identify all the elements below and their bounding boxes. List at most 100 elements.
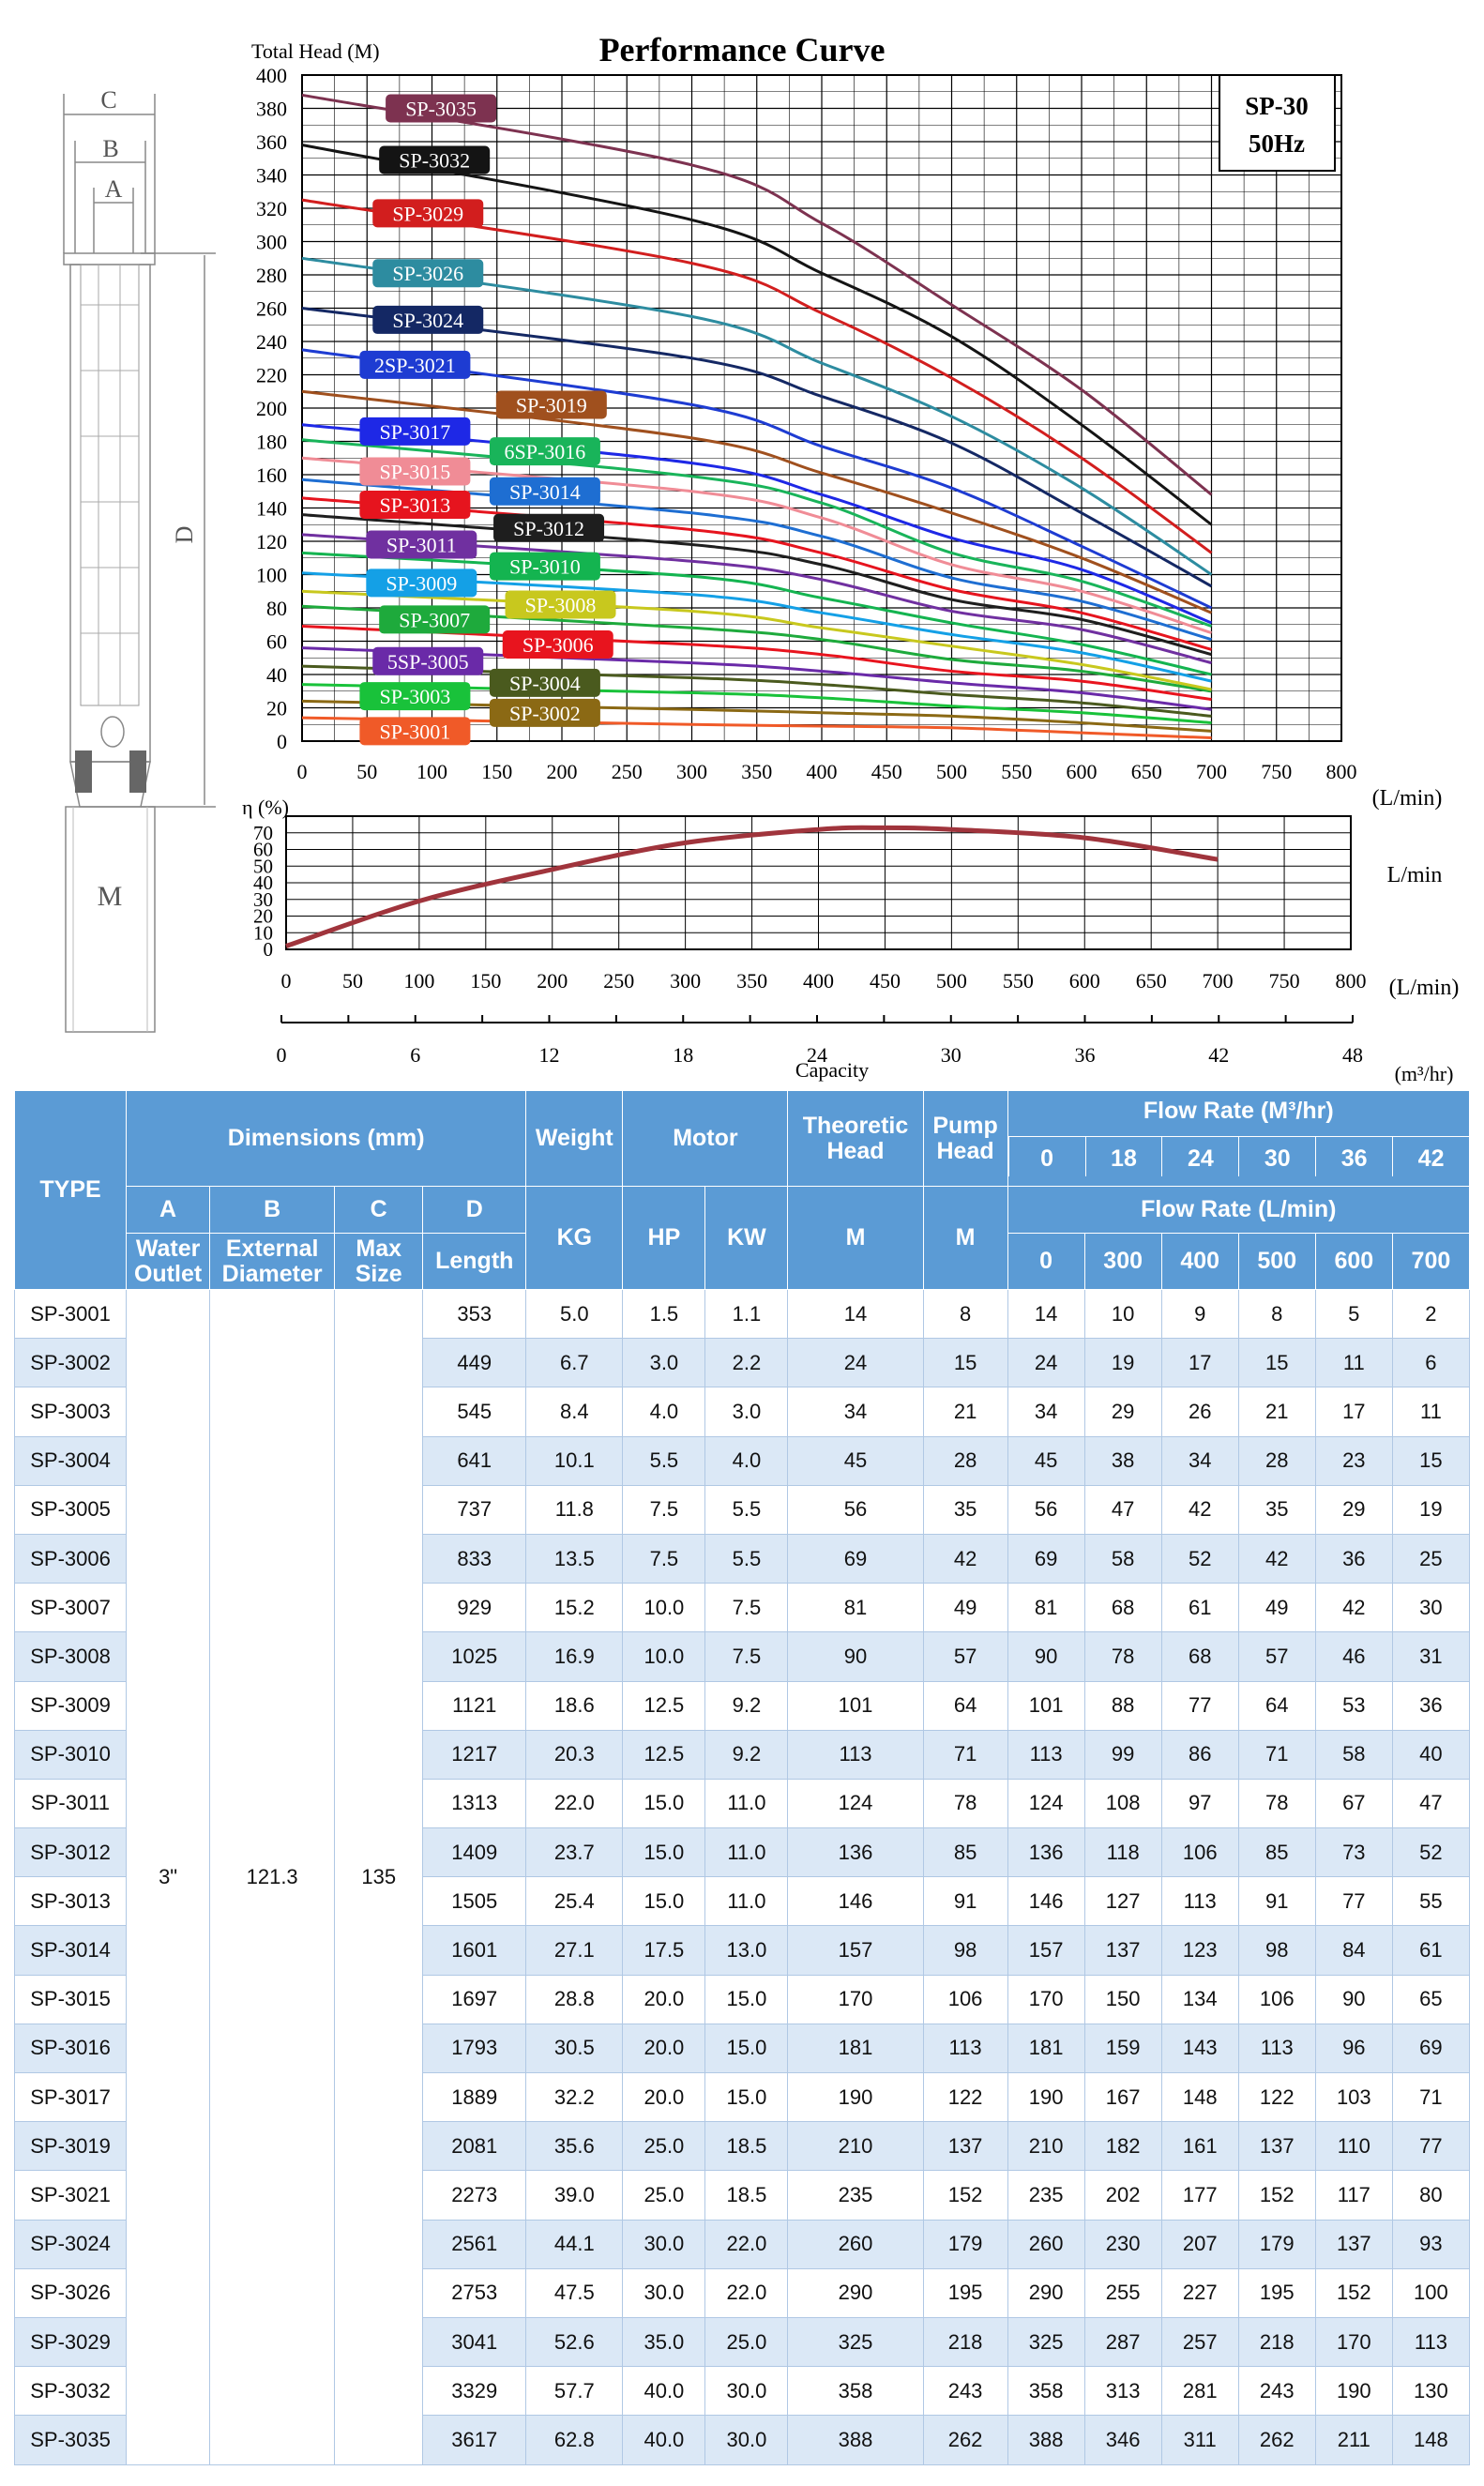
cell-flow-400: 61 [1160, 1583, 1239, 1633]
cell-weight: 32.2 [525, 2071, 624, 2123]
curve-label-bg [379, 145, 491, 174]
cell-flow-500: 42 [1237, 1533, 1316, 1584]
cell-type: SP-3029 [13, 2316, 128, 2368]
cell-flow-600: 137 [1314, 2219, 1393, 2269]
cell-theoretic-head: 24 [787, 1338, 924, 1388]
cell-kw: 22.0 [704, 2267, 789, 2318]
cell-pump-head: 8 [922, 1288, 1008, 1340]
head-x-tick-label: 500 [936, 760, 967, 783]
cell-length: 1121 [422, 1680, 527, 1731]
cell-weight: 18.6 [525, 1680, 624, 1731]
eff-y-tick-label: 0 [264, 938, 274, 961]
cell-length: 1025 [422, 1631, 527, 1682]
cell-length: 545 [422, 1387, 527, 1437]
head-y-tick-label: 280 [256, 264, 287, 287]
header-c: C [334, 1186, 424, 1234]
cell-flow-700: 71 [1391, 2071, 1471, 2123]
cell-length: 2753 [422, 2267, 527, 2318]
cell-theoretic-head: 81 [787, 1583, 924, 1633]
curve-label-bg [359, 717, 471, 746]
cell-theoretic-head: 45 [787, 1435, 924, 1486]
head-x-tick-label: 200 [547, 760, 578, 783]
cell-flow-500: 179 [1237, 2219, 1316, 2269]
eff-x-tick-label: 650 [1136, 969, 1167, 993]
cell-flow-700: 93 [1391, 2219, 1471, 2269]
cell-kw: 15.0 [704, 1974, 789, 2024]
cell-kw: 7.5 [704, 1631, 789, 1682]
cell-type: SP-3016 [13, 2023, 128, 2074]
cell-type: SP-3011 [13, 1778, 128, 1829]
cell-flow-400: 134 [1160, 1974, 1239, 2024]
table-row: SP-3004 641 10.1 5.5 4.0 45 28 45 38 34 28 23 15 [13, 1435, 1471, 1486]
cell-weight: 5.0 [525, 1288, 624, 1340]
cell-flow-0: 69 [1007, 1533, 1085, 1584]
eff-y-tick-label: 40 [253, 872, 273, 894]
cell-type: SP-3026 [13, 2267, 128, 2318]
capacity-tick-label: 12 [539, 1043, 560, 1067]
cell-kw: 4.0 [704, 1435, 789, 1486]
cell-flow-0: 210 [1007, 2121, 1085, 2172]
curve-label-bg [489, 668, 600, 697]
cell-flow-0: 45 [1007, 1435, 1085, 1486]
cell-pump-head: 179 [922, 2219, 1008, 2269]
eff-y-tick-label: 10 [253, 921, 273, 944]
cell-weight: 47.5 [525, 2267, 624, 2318]
cell-flow-0: 146 [1007, 1876, 1085, 1927]
cell-weight: 23.7 [525, 1827, 624, 1878]
head-y-tick-label: 80 [266, 597, 287, 620]
curve-label-bg [489, 437, 600, 466]
eff-x-tick-label: 350 [736, 969, 767, 993]
curve-label-SP-3024: SP-3024 [392, 309, 463, 332]
cell-flow-0: 113 [1007, 1729, 1085, 1780]
curve-label-bg [372, 305, 484, 334]
cell-flow-0: 235 [1007, 2170, 1085, 2221]
cell-kw: 1.1 [704, 1288, 789, 1340]
cell-flow-700: 25 [1391, 1533, 1471, 1584]
cell-weight: 22.0 [525, 1778, 624, 1829]
curve-label-bg [372, 199, 484, 228]
cell-flow-500: 195 [1237, 2267, 1316, 2318]
cell-length: 353 [422, 1288, 527, 1340]
cell-length: 2561 [422, 2219, 527, 2269]
head-x-tick-label: 150 [481, 760, 512, 783]
cell-flow-0: 14 [1007, 1288, 1085, 1340]
cell-flow-400: 311 [1160, 2415, 1239, 2465]
cell-flow-700: 15 [1391, 1435, 1471, 1486]
cell-flow-300: 47 [1083, 1484, 1162, 1535]
cell-theoretic-head: 34 [787, 1387, 924, 1437]
cell-hp: 15.0 [622, 1876, 706, 1927]
head-y-tick-label: 260 [256, 297, 287, 321]
curve-label-SP-3015: SP-3015 [380, 460, 451, 483]
header-flow-m3-label: Flow Rate (M³/hr) [1143, 1098, 1334, 1124]
head-y-tick-label: 180 [256, 431, 287, 454]
cell-flow-600: 84 [1314, 1925, 1393, 1976]
head-x-tick-label: 50 [356, 760, 377, 783]
curve-label-SP-3013: SP-3013 [380, 493, 451, 517]
diagram-label-a: A [105, 175, 123, 203]
head-y-tick-label: 140 [256, 497, 287, 521]
cell-pump-head: 98 [922, 1925, 1008, 1976]
cell-type: SP-3001 [13, 1288, 128, 1340]
head-x-tick-label: 0 [297, 760, 308, 783]
head-y-tick-label: 160 [256, 463, 287, 487]
cell-pump-head: 122 [922, 2071, 1008, 2123]
capacity-tick-label: 0 [277, 1043, 287, 1067]
cell-theoretic-head: 210 [787, 2121, 924, 2172]
cell-flow-600: 90 [1314, 1974, 1393, 2024]
cell-flow-500: 15 [1237, 1338, 1316, 1388]
cell-weight: 15.2 [525, 1583, 624, 1633]
curve-label-2SP-3021: 2SP-3021 [374, 354, 456, 377]
cell-pump-head: 15 [922, 1338, 1008, 1388]
table-row: SP-3026 2753 47.5 30.0 22.0 290 195 290 255 227 19… [13, 2267, 1471, 2318]
cell-hp: 4.0 [622, 1387, 706, 1437]
cell-type: SP-3021 [13, 2170, 128, 2221]
cell-length: 641 [422, 1435, 527, 1486]
flow-l-value: 400 [1160, 1233, 1239, 1290]
eff-x-tick-label: 500 [936, 969, 967, 993]
cell-kw: 25.0 [704, 2316, 789, 2368]
cell-pump-head: 64 [922, 1680, 1008, 1731]
cell-flow-600: 190 [1314, 2366, 1393, 2417]
cell-flow-0: 90 [1007, 1631, 1085, 1682]
cell-type: SP-3005 [13, 1484, 128, 1535]
